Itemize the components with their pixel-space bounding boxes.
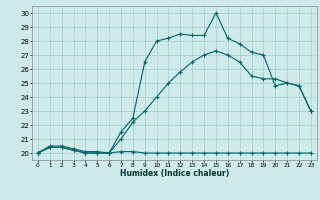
X-axis label: Humidex (Indice chaleur): Humidex (Indice chaleur) [120, 169, 229, 178]
